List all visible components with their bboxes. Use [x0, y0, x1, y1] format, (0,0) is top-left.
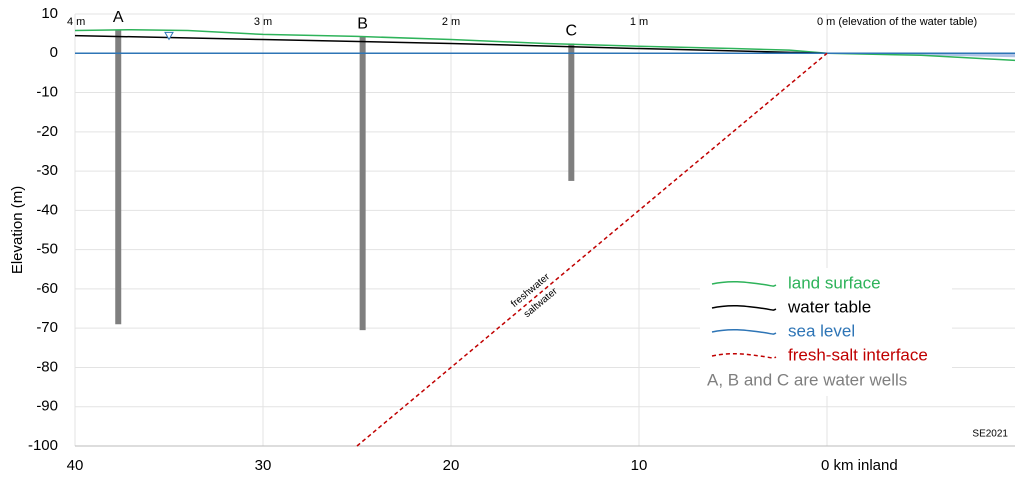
water-table-label: 2 m: [442, 16, 460, 28]
x-tick-label: 40: [67, 457, 84, 474]
series-line: [74, 34, 828, 55]
x-tick-label: 30: [255, 457, 272, 474]
well-label: B: [357, 16, 368, 33]
y-tick-label: -70: [36, 319, 58, 336]
legend-swatch: [711, 352, 777, 359]
legend-label: fresh-salt interface: [788, 345, 928, 364]
y-tick-label: 10: [41, 5, 58, 22]
legend-note: A, B and C are water wells: [707, 370, 907, 389]
y-tick-label: -30: [36, 162, 58, 179]
well: [568, 43, 575, 181]
well-label: A: [113, 9, 124, 26]
legend-swatch: [711, 304, 777, 311]
y-tick-label: -20: [36, 123, 58, 140]
legend-label: water table: [787, 297, 871, 316]
water-table-label: 1 m: [630, 16, 648, 28]
well: [115, 29, 122, 325]
y-tick-label: -50: [36, 241, 58, 258]
water-table-label: 3 m: [254, 16, 272, 28]
water-table-symbol: [164, 31, 174, 41]
credit: SE2021: [972, 429, 1008, 440]
legend-label: sea level: [788, 321, 855, 340]
y-tick-label: 0: [50, 44, 58, 61]
legend-swatch: [711, 328, 777, 335]
legend: land surface water table sea level fresh-sa…: [700, 268, 952, 396]
y-tick-label: -40: [36, 201, 58, 218]
x-tick-label: 0 km inland: [821, 457, 898, 474]
legend-label: land surface: [788, 273, 881, 292]
legend-swatch: [711, 280, 777, 287]
legend-box: [700, 268, 952, 396]
y-tick-label: -90: [36, 398, 58, 415]
series-line: [74, 28, 1016, 62]
y-axis-label: Elevation (m): [9, 186, 26, 274]
y-tick-label: -60: [36, 280, 58, 297]
well: [359, 36, 366, 331]
x-tick-label: 10: [631, 457, 648, 474]
y-tick-label: -80: [36, 358, 58, 375]
x-tick-label: 20: [443, 457, 460, 474]
y-tick-label: -100: [28, 437, 58, 454]
water-table-label: 0 m (elevation of the water table): [817, 16, 977, 28]
water-table-label: 4 m: [67, 16, 85, 28]
y-tick-label: -10: [36, 84, 58, 101]
well-label: C: [566, 23, 578, 40]
